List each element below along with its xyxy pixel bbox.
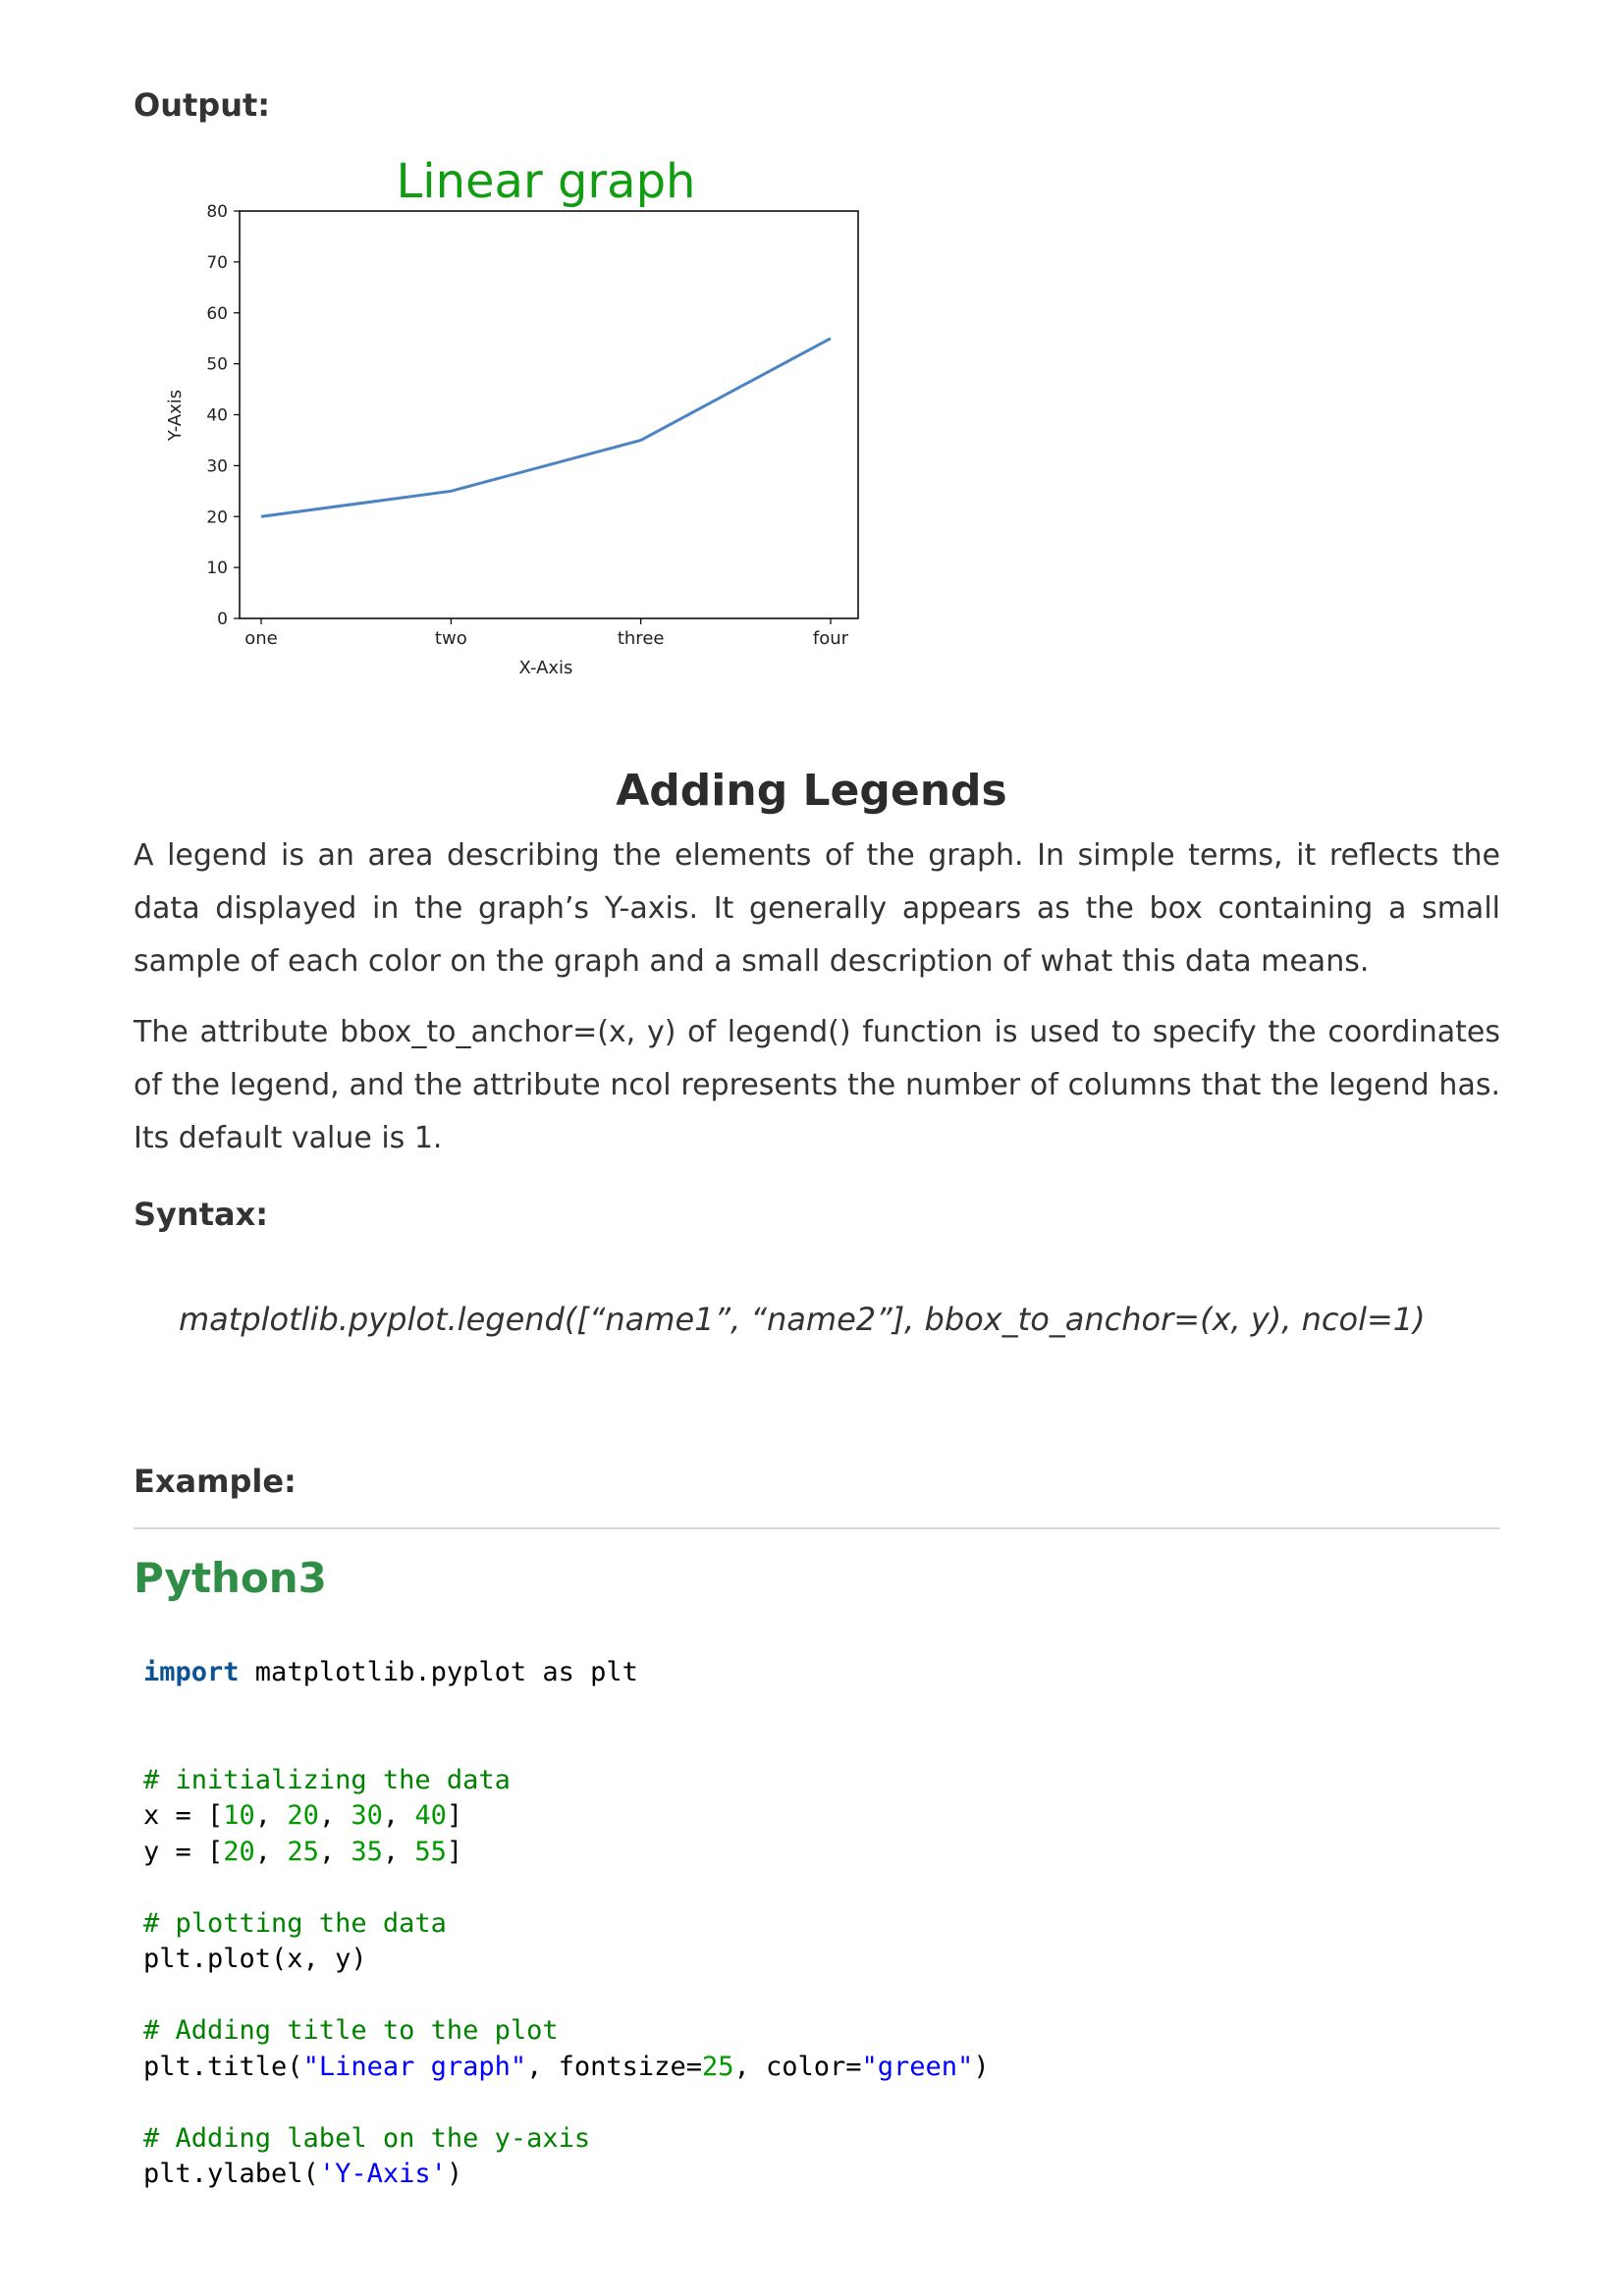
code-text: ) xyxy=(446,2159,463,2189)
language-tab-title: Python3 xyxy=(134,1554,327,1602)
code-number: 20 xyxy=(287,1800,319,1831)
x-tick-label: two xyxy=(435,628,467,649)
output-label: Output: xyxy=(134,86,271,124)
y-tick-label: 80 xyxy=(206,202,228,222)
y-tick-label: 0 xyxy=(217,610,228,629)
y-tick-label: 70 xyxy=(206,253,228,273)
code-text: matplotlib.pyplot as plt xyxy=(239,1657,638,1687)
code-text: x = [ xyxy=(143,1800,224,1831)
syntax-signature: matplotlib.pyplot.legend([“name1”, “name… xyxy=(179,1301,1426,1338)
code-comment: # Adding title to the plot xyxy=(143,2015,559,2046)
y-axis-label: Y-Axis xyxy=(165,390,186,442)
x-tick-label: three xyxy=(618,628,665,649)
plot-area-frame xyxy=(239,210,859,619)
code-number: 25 xyxy=(701,2051,734,2082)
code-number: 20 xyxy=(223,1836,255,1867)
y-tick-label: 40 xyxy=(206,406,228,426)
bbox-description-paragraph: The attribute bbox_to_anchor=(x, y) of l… xyxy=(134,1015,1500,1155)
code-string: "green" xyxy=(861,2051,974,2082)
x-tick-label: one xyxy=(244,628,278,649)
code-number: 10 xyxy=(223,1800,255,1831)
code-block: import matplotlib.pyplot as plt # initia… xyxy=(143,1657,990,2189)
series-line xyxy=(260,337,832,518)
code-comment: # Adding label on the y-axis xyxy=(143,2122,591,2154)
code-text: ) xyxy=(973,2051,990,2082)
divider-line xyxy=(134,1527,1500,1529)
example-label: Example: xyxy=(134,1463,297,1500)
code-number: 25 xyxy=(287,1836,319,1867)
code-text: plt.title( xyxy=(143,2051,303,2082)
y-tick-label: 10 xyxy=(206,559,228,578)
code-text: plt.plot(x, y) xyxy=(143,1944,367,1974)
x-axis-label: X-Axis xyxy=(519,658,573,678)
code-keyword: import xyxy=(143,1657,240,1687)
code-number: 55 xyxy=(414,1836,447,1867)
y-tick-label: 60 xyxy=(206,304,228,324)
x-axis-ticks: one two three four xyxy=(244,618,849,649)
y-axis-ticks: 0 10 20 30 40 50 60 70 80 xyxy=(206,202,240,629)
code-string: 'Y-Axis' xyxy=(318,2159,447,2189)
code-text: y = [ xyxy=(143,1836,224,1867)
x-tick-label: four xyxy=(813,628,849,649)
code-text: , fontsize= xyxy=(526,2051,702,2082)
y-tick-label: 30 xyxy=(206,456,228,476)
code-number: 35 xyxy=(351,1836,383,1867)
code-number: 30 xyxy=(351,1800,383,1831)
syntax-label: Syntax: xyxy=(134,1196,269,1233)
linear-graph-chart: Linear graph 0 10 20 30 40 50 60 70 80 one two thr… xyxy=(165,154,859,678)
y-tick-label: 50 xyxy=(206,355,228,375)
code-text: , color= xyxy=(733,2051,862,2082)
code-number: 40 xyxy=(414,1800,447,1831)
y-tick-label: 20 xyxy=(206,507,228,527)
section-title: Adding Legends xyxy=(616,766,1007,816)
code-string: "Linear graph" xyxy=(302,2051,527,2082)
code-text: plt.ylabel( xyxy=(143,2159,319,2189)
code-comment: # plotting the data xyxy=(143,1907,447,1939)
legend-description-paragraph: A legend is an area describing the eleme… xyxy=(134,838,1500,979)
chart-title: Linear graph xyxy=(397,154,696,209)
code-comment: # initializing the data xyxy=(143,1764,511,1795)
